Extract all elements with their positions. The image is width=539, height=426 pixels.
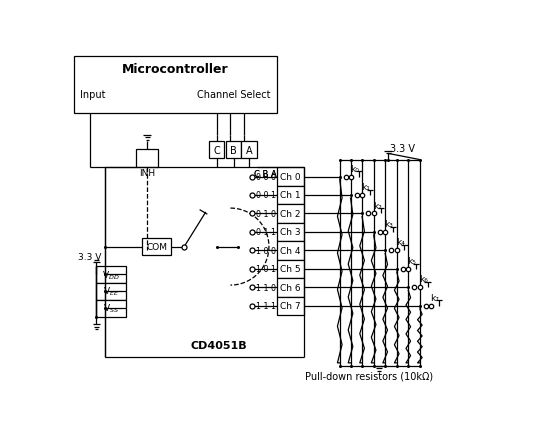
Bar: [74, 57, 277, 114]
Text: 3.3 V: 3.3 V: [78, 253, 101, 262]
Bar: [277, 186, 303, 205]
Text: CD4051B: CD4051B: [191, 340, 247, 350]
Text: Ch 4: Ch 4: [280, 246, 300, 255]
Bar: [209, 142, 224, 158]
Text: C B A: C B A: [254, 170, 277, 178]
Bar: [226, 142, 241, 158]
Text: COM: COM: [146, 242, 167, 251]
Bar: [277, 205, 303, 223]
Text: Ch 5: Ch 5: [280, 265, 300, 274]
Text: Ch 3: Ch 3: [280, 228, 300, 237]
Text: Ch 0: Ch 0: [280, 173, 300, 181]
Bar: [96, 300, 126, 317]
Text: k₅: k₅: [407, 256, 417, 265]
Bar: [96, 283, 126, 300]
Text: A: A: [246, 145, 252, 155]
Text: 0 1 0: 0 1 0: [256, 210, 276, 219]
Bar: [136, 150, 158, 168]
Text: 1 0 0: 1 0 0: [256, 246, 276, 255]
Text: Ch 2: Ch 2: [280, 210, 300, 219]
Text: k₂: k₂: [373, 201, 382, 210]
Text: 1 1 0: 1 1 0: [256, 283, 276, 292]
Text: C B A: C B A: [254, 170, 277, 178]
Bar: [277, 279, 303, 297]
Bar: [241, 142, 257, 158]
Text: Microcontroller: Microcontroller: [122, 63, 229, 76]
Bar: [277, 223, 303, 242]
Text: Pull-down resistors (10kΩ): Pull-down resistors (10kΩ): [305, 371, 433, 381]
Text: INH: INH: [139, 169, 155, 178]
Text: k₀: k₀: [350, 164, 360, 173]
Bar: [277, 297, 303, 315]
Bar: [277, 168, 303, 186]
Bar: [96, 266, 126, 283]
Text: C: C: [213, 145, 220, 155]
Text: k₇: k₇: [431, 293, 439, 302]
Bar: [277, 242, 303, 260]
Text: 1 1 1: 1 1 1: [256, 302, 276, 311]
Text: k₄: k₄: [396, 238, 405, 247]
Text: B: B: [230, 145, 237, 155]
Text: 0 0 1: 0 0 1: [256, 191, 276, 200]
Bar: [142, 239, 171, 256]
Text: k₁: k₁: [361, 183, 370, 192]
Text: Ch 6: Ch 6: [280, 283, 300, 292]
Text: 0 0 0: 0 0 0: [256, 173, 276, 181]
Text: 3.3 V: 3.3 V: [390, 144, 415, 154]
Text: Ch 7: Ch 7: [280, 302, 300, 311]
Text: 0 1 1: 0 1 1: [256, 228, 276, 237]
Bar: [277, 260, 303, 279]
Text: V$_{EE}$: V$_{EE}$: [103, 285, 119, 298]
Text: Input: Input: [80, 90, 106, 100]
Text: Ch 1: Ch 1: [280, 191, 300, 200]
Text: V$_{DD}$: V$_{DD}$: [102, 268, 120, 281]
Text: Channel Select: Channel Select: [197, 90, 271, 100]
Text: k₃: k₃: [384, 219, 393, 228]
Text: 1 0 1: 1 0 1: [256, 265, 276, 274]
Text: k₆: k₆: [419, 275, 428, 284]
Text: V$_{SS}$: V$_{SS}$: [103, 302, 119, 315]
